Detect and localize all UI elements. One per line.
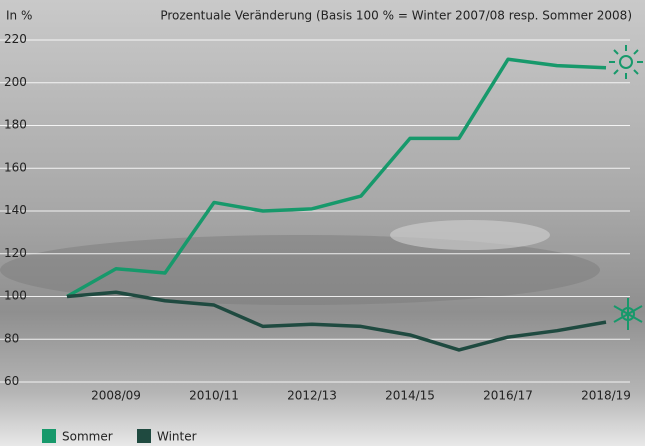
legend-swatch	[137, 429, 151, 443]
x-tick-label: 2008/09	[91, 389, 141, 403]
series-line	[66, 290, 607, 352]
chart-title: Prozentuale Veränderung (Basis 100 % = W…	[160, 9, 632, 23]
legend-swatch	[42, 429, 56, 443]
y-tick-label: 100	[4, 289, 27, 303]
y-tick-label: 180	[4, 118, 27, 132]
x-tick-label: 2010/11	[189, 389, 239, 403]
y-tick-label: 140	[4, 203, 27, 217]
y-tick-label: 120	[4, 246, 27, 260]
series-line	[66, 57, 607, 299]
y-tick-label: 220	[4, 32, 27, 46]
x-tick-label: 2012/13	[287, 389, 337, 403]
x-tick-label: 2018/19	[581, 389, 631, 403]
x-tick-label: 2016/17	[483, 389, 533, 403]
y-tick-label: 160	[4, 160, 27, 174]
background-shape	[390, 220, 550, 250]
legend-label: Sommer	[62, 430, 113, 444]
background-shape	[0, 235, 600, 305]
x-tick-label: 2014/15	[385, 389, 435, 403]
y-tick-label: 80	[4, 331, 19, 345]
y-tick-label: 60	[4, 374, 19, 388]
legend-label: Winter	[157, 430, 197, 444]
snowflake-icon	[613, 298, 643, 330]
sun-icon	[609, 45, 643, 79]
y-axis-label: In %	[6, 9, 32, 23]
y-tick-label: 200	[4, 75, 27, 89]
